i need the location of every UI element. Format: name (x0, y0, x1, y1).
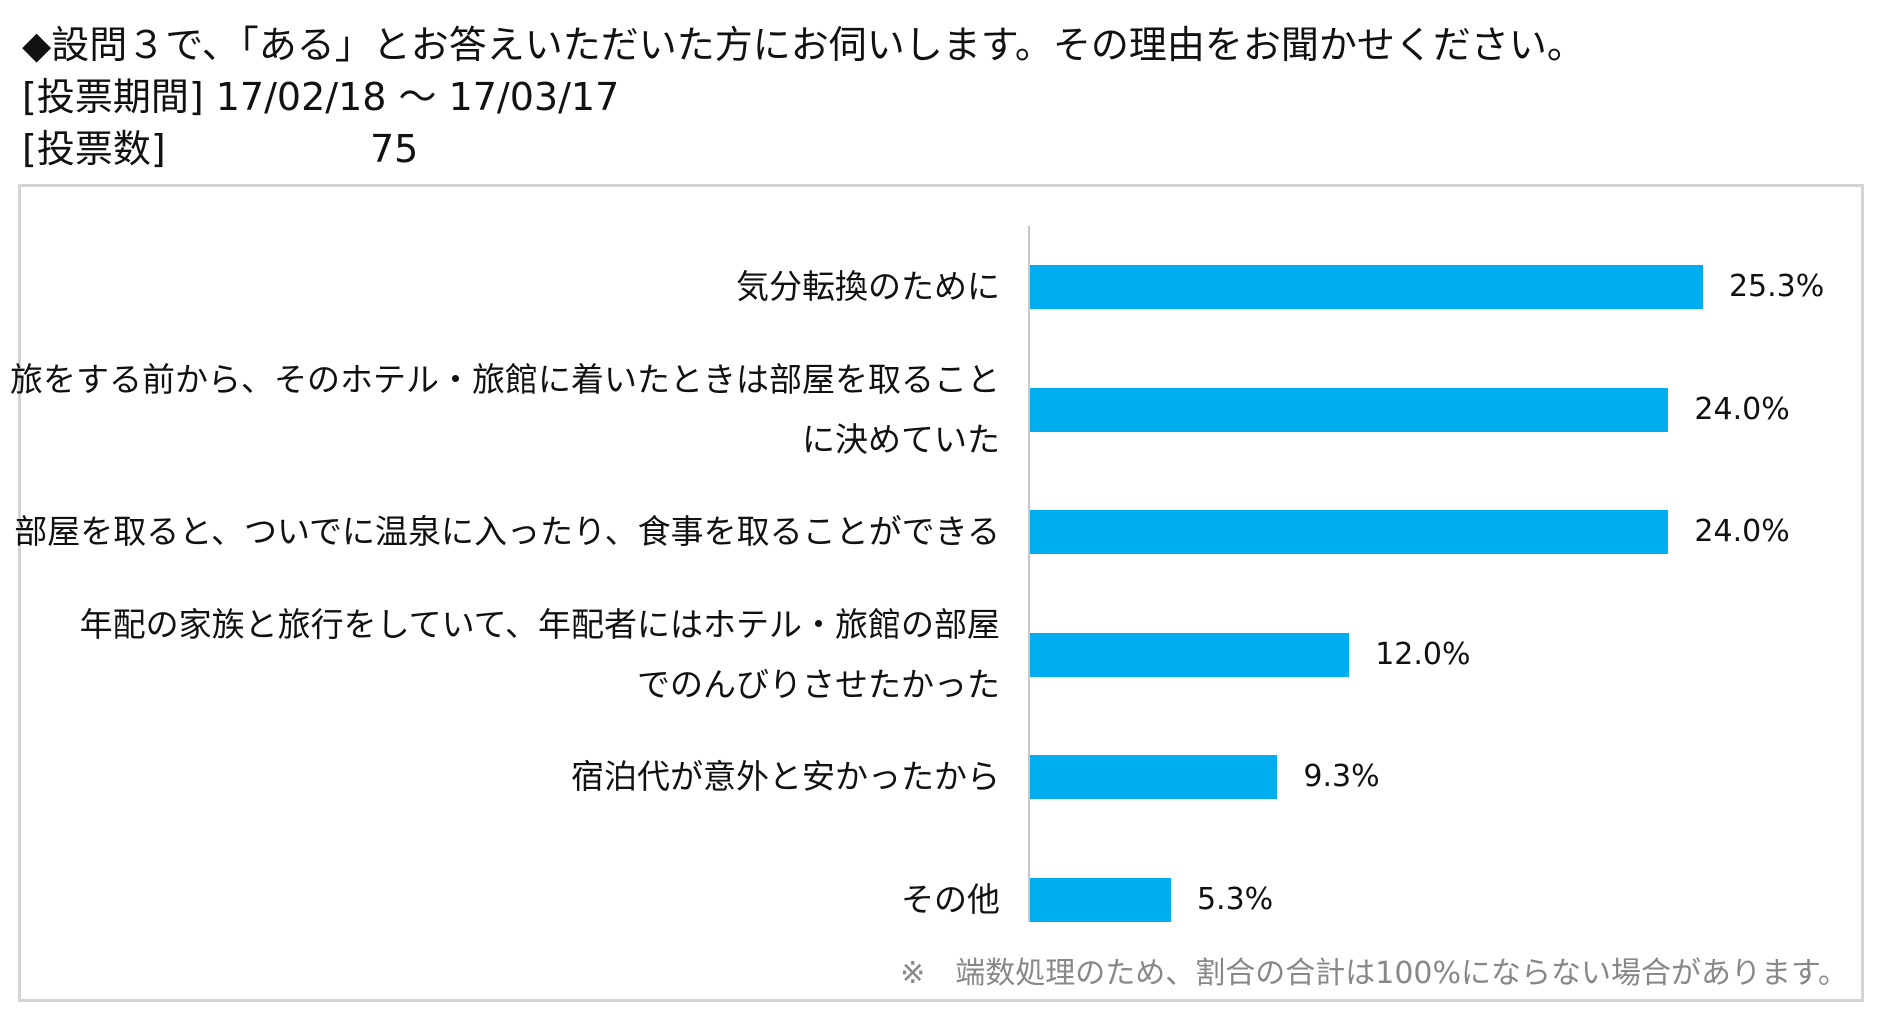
votes-label: [投票数] (22, 127, 166, 171)
period-value: 17/02/18 ～ 17/03/17 (215, 75, 620, 119)
category-label: 気分転換のために (736, 257, 1000, 317)
question-title: ◆設問３で、「ある」とお答えいただいた方にお伺いします。その理由をお聞かせくださ… (22, 23, 1585, 67)
category-label: 年配の家族と旅行をしていて、年配者にはホテル・旅館の部屋でのんびりさせたかった (80, 595, 1000, 715)
period-label: [投票期間] (22, 75, 204, 119)
chart-frame (18, 184, 1864, 1002)
category-label-line: その他 (901, 879, 1000, 919)
category-label-line: 年配の家族と旅行をしていて、年配者にはホテル・旅館の部屋 (79, 604, 1000, 644)
period-line: [投票期間] 17/02/18 ～ 17/03/17 (22, 74, 619, 120)
bar-value-label: 12.0% (1375, 636, 1471, 672)
votes-line: [投票数] 75 (22, 126, 418, 172)
bar (1030, 755, 1278, 799)
category-label: その他 (901, 870, 1000, 930)
votes-value: 75 (370, 127, 419, 171)
bar (1030, 510, 1669, 554)
category-label-line: 部屋を取ると、ついでに温泉に入ったり、食事を取ることができる (14, 512, 1000, 551)
category-label: 旅をする前から、そのホテル・旅館に着いたときは部屋を取ることに決めていた (10, 350, 1000, 470)
category-label-line: でのんびりさせたかった (637, 664, 1000, 704)
bar-value-label: 24.0% (1694, 391, 1790, 427)
bar-value-label: 9.3% (1303, 759, 1380, 794)
bar (1030, 877, 1171, 922)
category-label-line: 気分転換のために (736, 267, 1000, 306)
bar-value-label: 25.3% (1728, 269, 1825, 304)
category-label-line: 旅をする前から、そのホテル・旅館に着いたときは部屋を取ること (10, 359, 1000, 399)
bar (1030, 265, 1703, 309)
category-label: 部屋を取ると、ついでに温泉に入ったり、食事を取ることができる (14, 502, 1000, 562)
bar (1030, 387, 1669, 432)
category-label-line: に決めていた (802, 419, 1000, 459)
footnote: ※ 端数処理のため、割合の合計は100%にならない場合があります。 (900, 956, 1848, 991)
category-label-line: 宿泊代が意外と安かったから (571, 757, 1000, 796)
bar-value-label: 24.0% (1694, 514, 1790, 549)
chart-axis-line (1028, 226, 1030, 922)
bar-value-label: 5.3% (1196, 881, 1274, 917)
bar (1030, 632, 1350, 677)
category-label: 宿泊代が意外と安かったから (571, 747, 1000, 807)
